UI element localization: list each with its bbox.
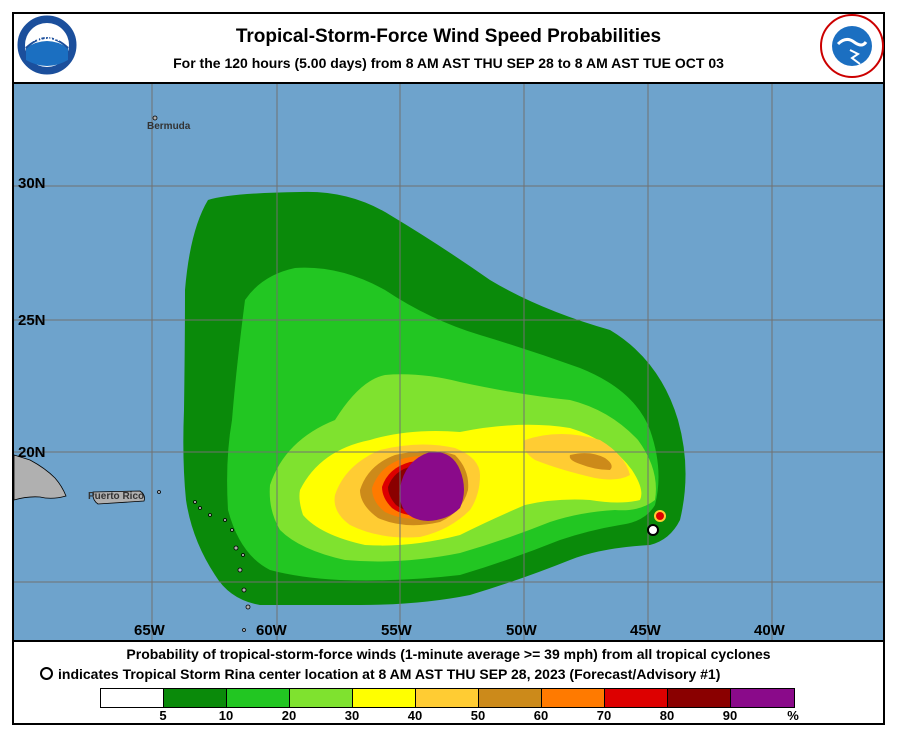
legend-tick-label: 50 xyxy=(470,708,486,723)
legend-tick-label: 80 xyxy=(659,708,675,723)
legend-tick-label: 90 xyxy=(722,708,738,723)
contour-50-60-east xyxy=(569,453,612,470)
lon-label-50w: 50W xyxy=(506,622,537,639)
legend-swatch xyxy=(731,689,794,707)
legend-tick-label: 30 xyxy=(344,708,360,723)
puerto-rico xyxy=(92,490,145,505)
noaa-logo-icon xyxy=(16,14,78,76)
probability-map xyxy=(13,82,883,642)
legend-swatch xyxy=(353,689,416,707)
legend-swatch xyxy=(164,689,227,707)
lon-label-65w: 65W xyxy=(134,622,165,639)
page-subtitle: For the 120 hours (5.00 days) from 8 AM … xyxy=(173,55,724,71)
bermuda-island xyxy=(152,115,158,121)
legend-tick-label: 60 xyxy=(533,708,549,723)
place-label-bermuda: Bermuda xyxy=(147,121,191,132)
lon-label-45w: 45W xyxy=(630,622,661,639)
lat-label-25n: 25N xyxy=(18,312,46,329)
hispaniola xyxy=(13,454,67,501)
lon-label-60w: 60W xyxy=(256,622,287,639)
land xyxy=(13,115,251,632)
lon-label-55w: 55W xyxy=(381,622,412,639)
lat-label-30n: 30N xyxy=(18,175,46,192)
storm-marker-legend-icon xyxy=(40,667,53,680)
map-grid xyxy=(14,84,883,640)
legend-swatch xyxy=(668,689,731,707)
legend-swatch xyxy=(101,689,164,707)
legend-tick-label: 70 xyxy=(596,708,612,723)
legend-swatch xyxy=(479,689,542,707)
legend-swatch xyxy=(542,689,605,707)
lon-label-40w: 40W xyxy=(754,622,785,639)
caption-line-1: Probability of tropical-storm-force wind… xyxy=(126,646,771,662)
legend-tick-label: % xyxy=(787,708,799,723)
legend-swatch xyxy=(290,689,353,707)
contour-patch-east-inner xyxy=(656,512,664,520)
legend-swatch xyxy=(605,689,668,707)
map-canvas xyxy=(13,84,883,640)
page-title: Tropical-Storm-Force Wind Speed Probabil… xyxy=(235,26,662,47)
lat-label-20n: 20N xyxy=(18,444,46,461)
legend-tick-label: 5 xyxy=(159,708,167,723)
legend-tick-label: 20 xyxy=(281,708,297,723)
caption-line-2-text: indicates Tropical Storm Rina center loc… xyxy=(58,666,721,682)
contour-90-100 xyxy=(399,451,464,521)
storm-center-marker-icon xyxy=(647,524,659,536)
nws-logo-icon xyxy=(820,14,884,78)
legend-tick-label: 40 xyxy=(407,708,423,723)
legend-tick-label: 10 xyxy=(218,708,234,723)
caption-line-2: indicates Tropical Storm Rina center loc… xyxy=(40,666,720,682)
legend-swatch xyxy=(227,689,290,707)
place-label-puerto-rico: Puerto Rico xyxy=(88,491,145,502)
probability-legend xyxy=(100,688,795,708)
legend-swatch xyxy=(416,689,479,707)
noaa-logo-text: NOAA xyxy=(33,33,60,43)
